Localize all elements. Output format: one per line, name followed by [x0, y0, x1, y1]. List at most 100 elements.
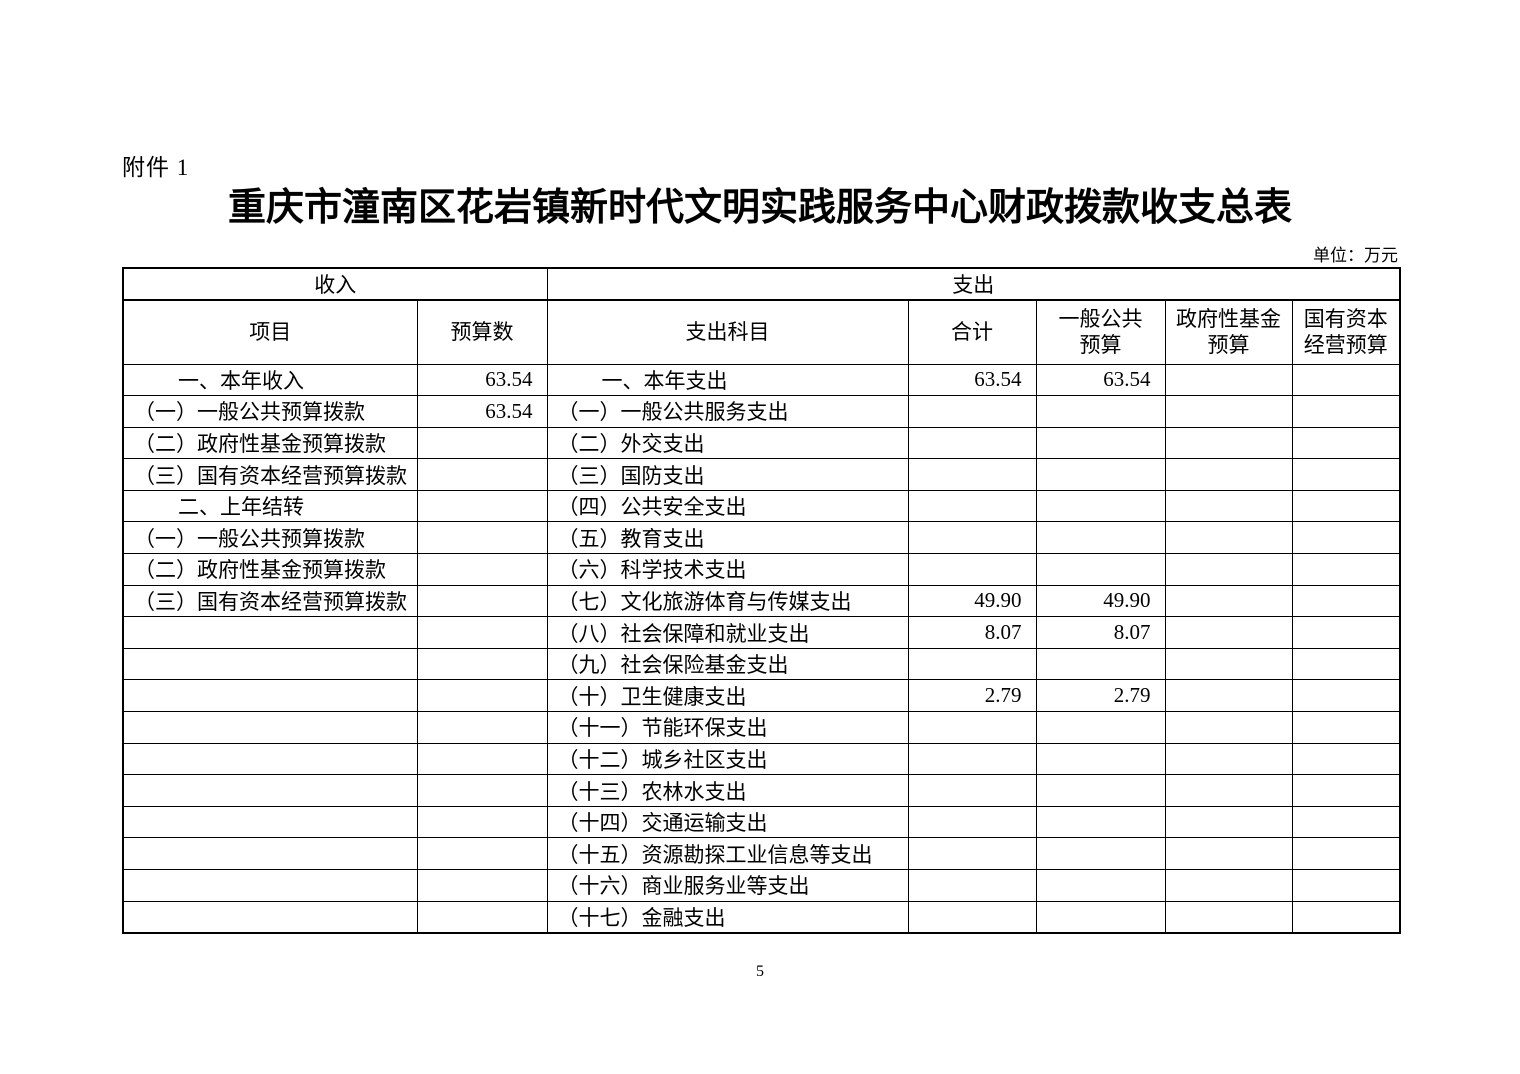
- income-budget-cell: [416, 647, 548, 681]
- expense-item-cell: （十五）资源勘探工业信息等支出: [546, 837, 909, 870]
- expense-gov-fund-cell: [1164, 616, 1293, 649]
- income-item-cell: 二、上年结转: [122, 489, 418, 523]
- expense-state-capital-cell: [1291, 458, 1401, 491]
- attachment-label: 附件 1: [122, 155, 190, 180]
- income-budget-cell: [416, 711, 548, 744]
- expense-general-public-cell: [1035, 742, 1166, 776]
- income-item-cell: [122, 774, 418, 807]
- expense-general-public-cell: [1035, 805, 1166, 839]
- income-budget-cell: [416, 869, 548, 902]
- expense-gov-fund-cell: [1164, 837, 1293, 870]
- income-budget-cell: 63.54: [416, 363, 548, 397]
- income-budget-cell: [416, 900, 548, 934]
- expense-gov-fund-cell: [1164, 679, 1293, 713]
- col-header-budget-amount: 预算数: [416, 299, 548, 365]
- income-item-cell: （一）一般公共预算拨款: [122, 395, 418, 428]
- expense-total-cell: [907, 900, 1037, 934]
- expense-state-capital-cell: [1291, 553, 1401, 586]
- income-item-cell: （二）政府性基金预算拨款: [122, 426, 418, 460]
- income-item-cell: （一）一般公共预算拨款: [122, 521, 418, 555]
- expense-state-capital-cell: [1291, 837, 1401, 870]
- expense-general-public-cell: [1035, 837, 1166, 870]
- expense-total-cell: [907, 711, 1037, 744]
- income-item-cell: [122, 647, 418, 681]
- expense-total-cell: [907, 742, 1037, 776]
- expense-total-cell: [907, 458, 1037, 491]
- expense-general-public-cell: [1035, 869, 1166, 902]
- expense-gov-fund-cell: [1164, 395, 1293, 428]
- expense-total-cell: 2.79: [907, 679, 1037, 713]
- income-budget-cell: [416, 458, 548, 491]
- income-budget-cell: [416, 742, 548, 776]
- income-item-cell: [122, 900, 418, 934]
- expense-state-capital-cell: [1291, 869, 1401, 902]
- col-header-item: 项目: [122, 299, 418, 365]
- expense-state-capital-cell: [1291, 395, 1401, 428]
- col-header-total: 合计: [907, 299, 1037, 365]
- income-budget-cell: [416, 805, 548, 839]
- table-row: （十二）城乡社区支出: [122, 742, 1401, 776]
- expense-total-cell: [907, 774, 1037, 807]
- table-row: （二）政府性基金预算拨款 （六）科学技术支出: [122, 553, 1401, 586]
- expense-item-cell: （三）国防支出: [546, 458, 909, 491]
- expense-general-public-cell: [1035, 553, 1166, 586]
- income-item-cell: （三）国有资本经营预算拨款: [122, 458, 418, 491]
- expense-gov-fund-cell: [1164, 711, 1293, 744]
- expense-total-cell: [907, 426, 1037, 460]
- expense-item-cell: （一）一般公共服务支出: [546, 395, 909, 428]
- expense-item-cell: （十七）金融支出: [546, 900, 909, 934]
- expense-gov-fund-cell: [1164, 553, 1293, 586]
- expense-gov-fund-cell: [1164, 489, 1293, 523]
- income-budget-cell: [416, 616, 548, 649]
- income-item-cell: [122, 837, 418, 870]
- income-budget-cell: [416, 837, 548, 870]
- table-row: （九）社会保险基金支出: [122, 647, 1401, 681]
- expense-general-public-cell: 8.07: [1035, 616, 1166, 649]
- expense-total-cell: [907, 553, 1037, 586]
- income-section-header: 收入: [122, 267, 548, 301]
- expense-item-cell: （二）外交支出: [546, 426, 909, 460]
- income-item-cell: [122, 711, 418, 744]
- table-row: （一）一般公共预算拨款 （五）教育支出: [122, 521, 1401, 555]
- expense-general-public-cell: 2.79: [1035, 679, 1166, 713]
- expense-gov-fund-cell: [1164, 742, 1293, 776]
- income-item-cell: （三）国有资本经营预算拨款: [122, 584, 418, 618]
- expense-state-capital-cell: [1291, 900, 1401, 934]
- expense-state-capital-cell: [1291, 711, 1401, 744]
- expense-general-public-cell: [1035, 900, 1166, 934]
- table-row: 二、上年结转 （四）公共安全支出: [122, 489, 1401, 523]
- expense-item-cell: 一、本年支出: [546, 363, 909, 397]
- table-row: （三）国有资本经营预算拨款 （七）文化旅游体育与传媒支出 49.90 49.90: [122, 584, 1401, 618]
- expense-item-cell: （十六）商业服务业等支出: [546, 869, 909, 902]
- expense-item-cell: （九）社会保险基金支出: [546, 647, 909, 681]
- expense-gov-fund-cell: [1164, 521, 1293, 555]
- table-row: （十五）资源勘探工业信息等支出: [122, 837, 1401, 870]
- expense-total-cell: [907, 395, 1037, 428]
- expense-general-public-cell: [1035, 489, 1166, 523]
- expense-state-capital-cell: [1291, 584, 1401, 618]
- expense-general-public-cell: [1035, 458, 1166, 491]
- expense-item-cell: （十三）农林水支出: [546, 774, 909, 807]
- table-row: （十七）金融支出: [122, 900, 1401, 934]
- income-budget-cell: [416, 553, 548, 586]
- expense-state-capital-cell: [1291, 679, 1401, 713]
- expense-state-capital-cell: [1291, 489, 1401, 523]
- table-column-header-row: 项目 预算数 支出科目 合计 一般公共 预算 政府性基金 预算 国有资本 经营预…: [122, 299, 1401, 365]
- table-section-header-row: 收入 支出: [122, 267, 1401, 301]
- expense-general-public-cell: [1035, 395, 1166, 428]
- expense-state-capital-cell: [1291, 647, 1401, 681]
- table-row: （十三）农林水支出: [122, 774, 1401, 807]
- expense-item-cell: （七）文化旅游体育与传媒支出: [546, 584, 909, 618]
- expense-gov-fund-cell: [1164, 805, 1293, 839]
- col-header-gov-fund-budget: 政府性基金 预算: [1164, 299, 1293, 365]
- table-body: 一、本年收入 63.54 一、本年支出 63.54 63.54 （一）一般公共预算拨款 63…: [122, 363, 1401, 934]
- expense-state-capital-cell: [1291, 426, 1401, 460]
- expense-general-public-cell: [1035, 711, 1166, 744]
- expense-gov-fund-cell: [1164, 647, 1293, 681]
- expense-total-cell: [907, 489, 1037, 523]
- expense-state-capital-cell: [1291, 805, 1401, 839]
- expense-state-capital-cell: [1291, 742, 1401, 776]
- expense-general-public-cell: 49.90: [1035, 584, 1166, 618]
- expense-item-cell: （十）卫生健康支出: [546, 679, 909, 713]
